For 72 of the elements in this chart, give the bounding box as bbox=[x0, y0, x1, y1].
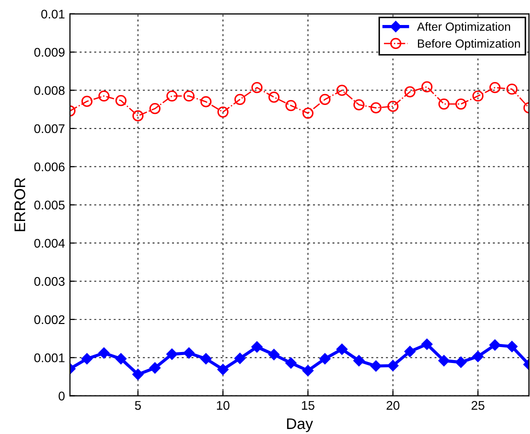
y-axis-title: ERROR bbox=[14, 178, 26, 232]
x-tick-label: 5 bbox=[134, 401, 141, 410]
x-tick-label: 20 bbox=[386, 401, 400, 410]
y-tick-label: 0.002 bbox=[34, 315, 64, 324]
point bbox=[404, 346, 416, 358]
y-tick-label: 0 bbox=[58, 392, 65, 400]
point bbox=[217, 364, 229, 376]
point bbox=[81, 96, 93, 107]
y-tick-label: 0.01 bbox=[41, 10, 64, 19]
x-tick-label: 10 bbox=[216, 401, 230, 410]
point bbox=[370, 360, 382, 372]
point bbox=[302, 108, 314, 119]
point bbox=[251, 82, 263, 94]
point bbox=[234, 94, 246, 105]
point bbox=[472, 90, 484, 102]
point bbox=[387, 100, 398, 112]
point bbox=[166, 90, 178, 102]
y-tick-label: 0.006 bbox=[34, 162, 65, 172]
point bbox=[251, 341, 263, 353]
point bbox=[115, 353, 127, 364]
point bbox=[268, 92, 280, 103]
point bbox=[319, 353, 331, 364]
point bbox=[200, 353, 212, 364]
point bbox=[370, 102, 382, 114]
point bbox=[421, 338, 433, 350]
point bbox=[438, 98, 450, 110]
point bbox=[336, 84, 348, 96]
point bbox=[455, 356, 467, 368]
x-tick-label: 15 bbox=[302, 401, 314, 410]
point bbox=[506, 340, 518, 352]
x-tick-label: 25 bbox=[472, 401, 484, 410]
point bbox=[268, 348, 280, 360]
point bbox=[387, 360, 399, 372]
point bbox=[353, 355, 365, 366]
point bbox=[438, 355, 450, 366]
point bbox=[319, 94, 331, 105]
point bbox=[489, 82, 500, 94]
point bbox=[200, 96, 212, 108]
point bbox=[302, 364, 314, 376]
y-tick-label: 0.008 bbox=[34, 86, 65, 95]
point bbox=[506, 84, 518, 95]
y-tick-label: 0.007 bbox=[34, 124, 64, 134]
legend-label: After Optimization bbox=[417, 22, 510, 34]
point bbox=[132, 110, 144, 122]
legend-label: Before Optimization bbox=[418, 39, 520, 50]
point bbox=[285, 357, 297, 369]
point bbox=[115, 95, 127, 106]
point bbox=[336, 344, 348, 355]
point bbox=[81, 353, 93, 364]
point bbox=[183, 347, 195, 359]
point bbox=[489, 339, 501, 351]
point bbox=[98, 90, 110, 102]
point bbox=[217, 106, 229, 118]
y-tick-label: 0.004 bbox=[34, 238, 65, 248]
point bbox=[149, 103, 161, 114]
y-tick-label: 0.009 bbox=[34, 48, 65, 57]
x-axis-title: Day bbox=[287, 418, 314, 432]
point bbox=[353, 99, 365, 110]
point bbox=[98, 347, 110, 359]
y-tick-label: 0.005 bbox=[34, 200, 65, 210]
point bbox=[404, 86, 416, 98]
point bbox=[472, 350, 484, 362]
point bbox=[285, 100, 297, 112]
point bbox=[234, 352, 246, 364]
point bbox=[421, 81, 432, 92]
point bbox=[166, 348, 178, 360]
point bbox=[149, 362, 161, 374]
point bbox=[455, 98, 466, 110]
point bbox=[132, 368, 144, 380]
y-tick-label: 0.003 bbox=[34, 277, 65, 286]
y-tick-label: 0.001 bbox=[34, 353, 64, 362]
point bbox=[183, 90, 195, 102]
